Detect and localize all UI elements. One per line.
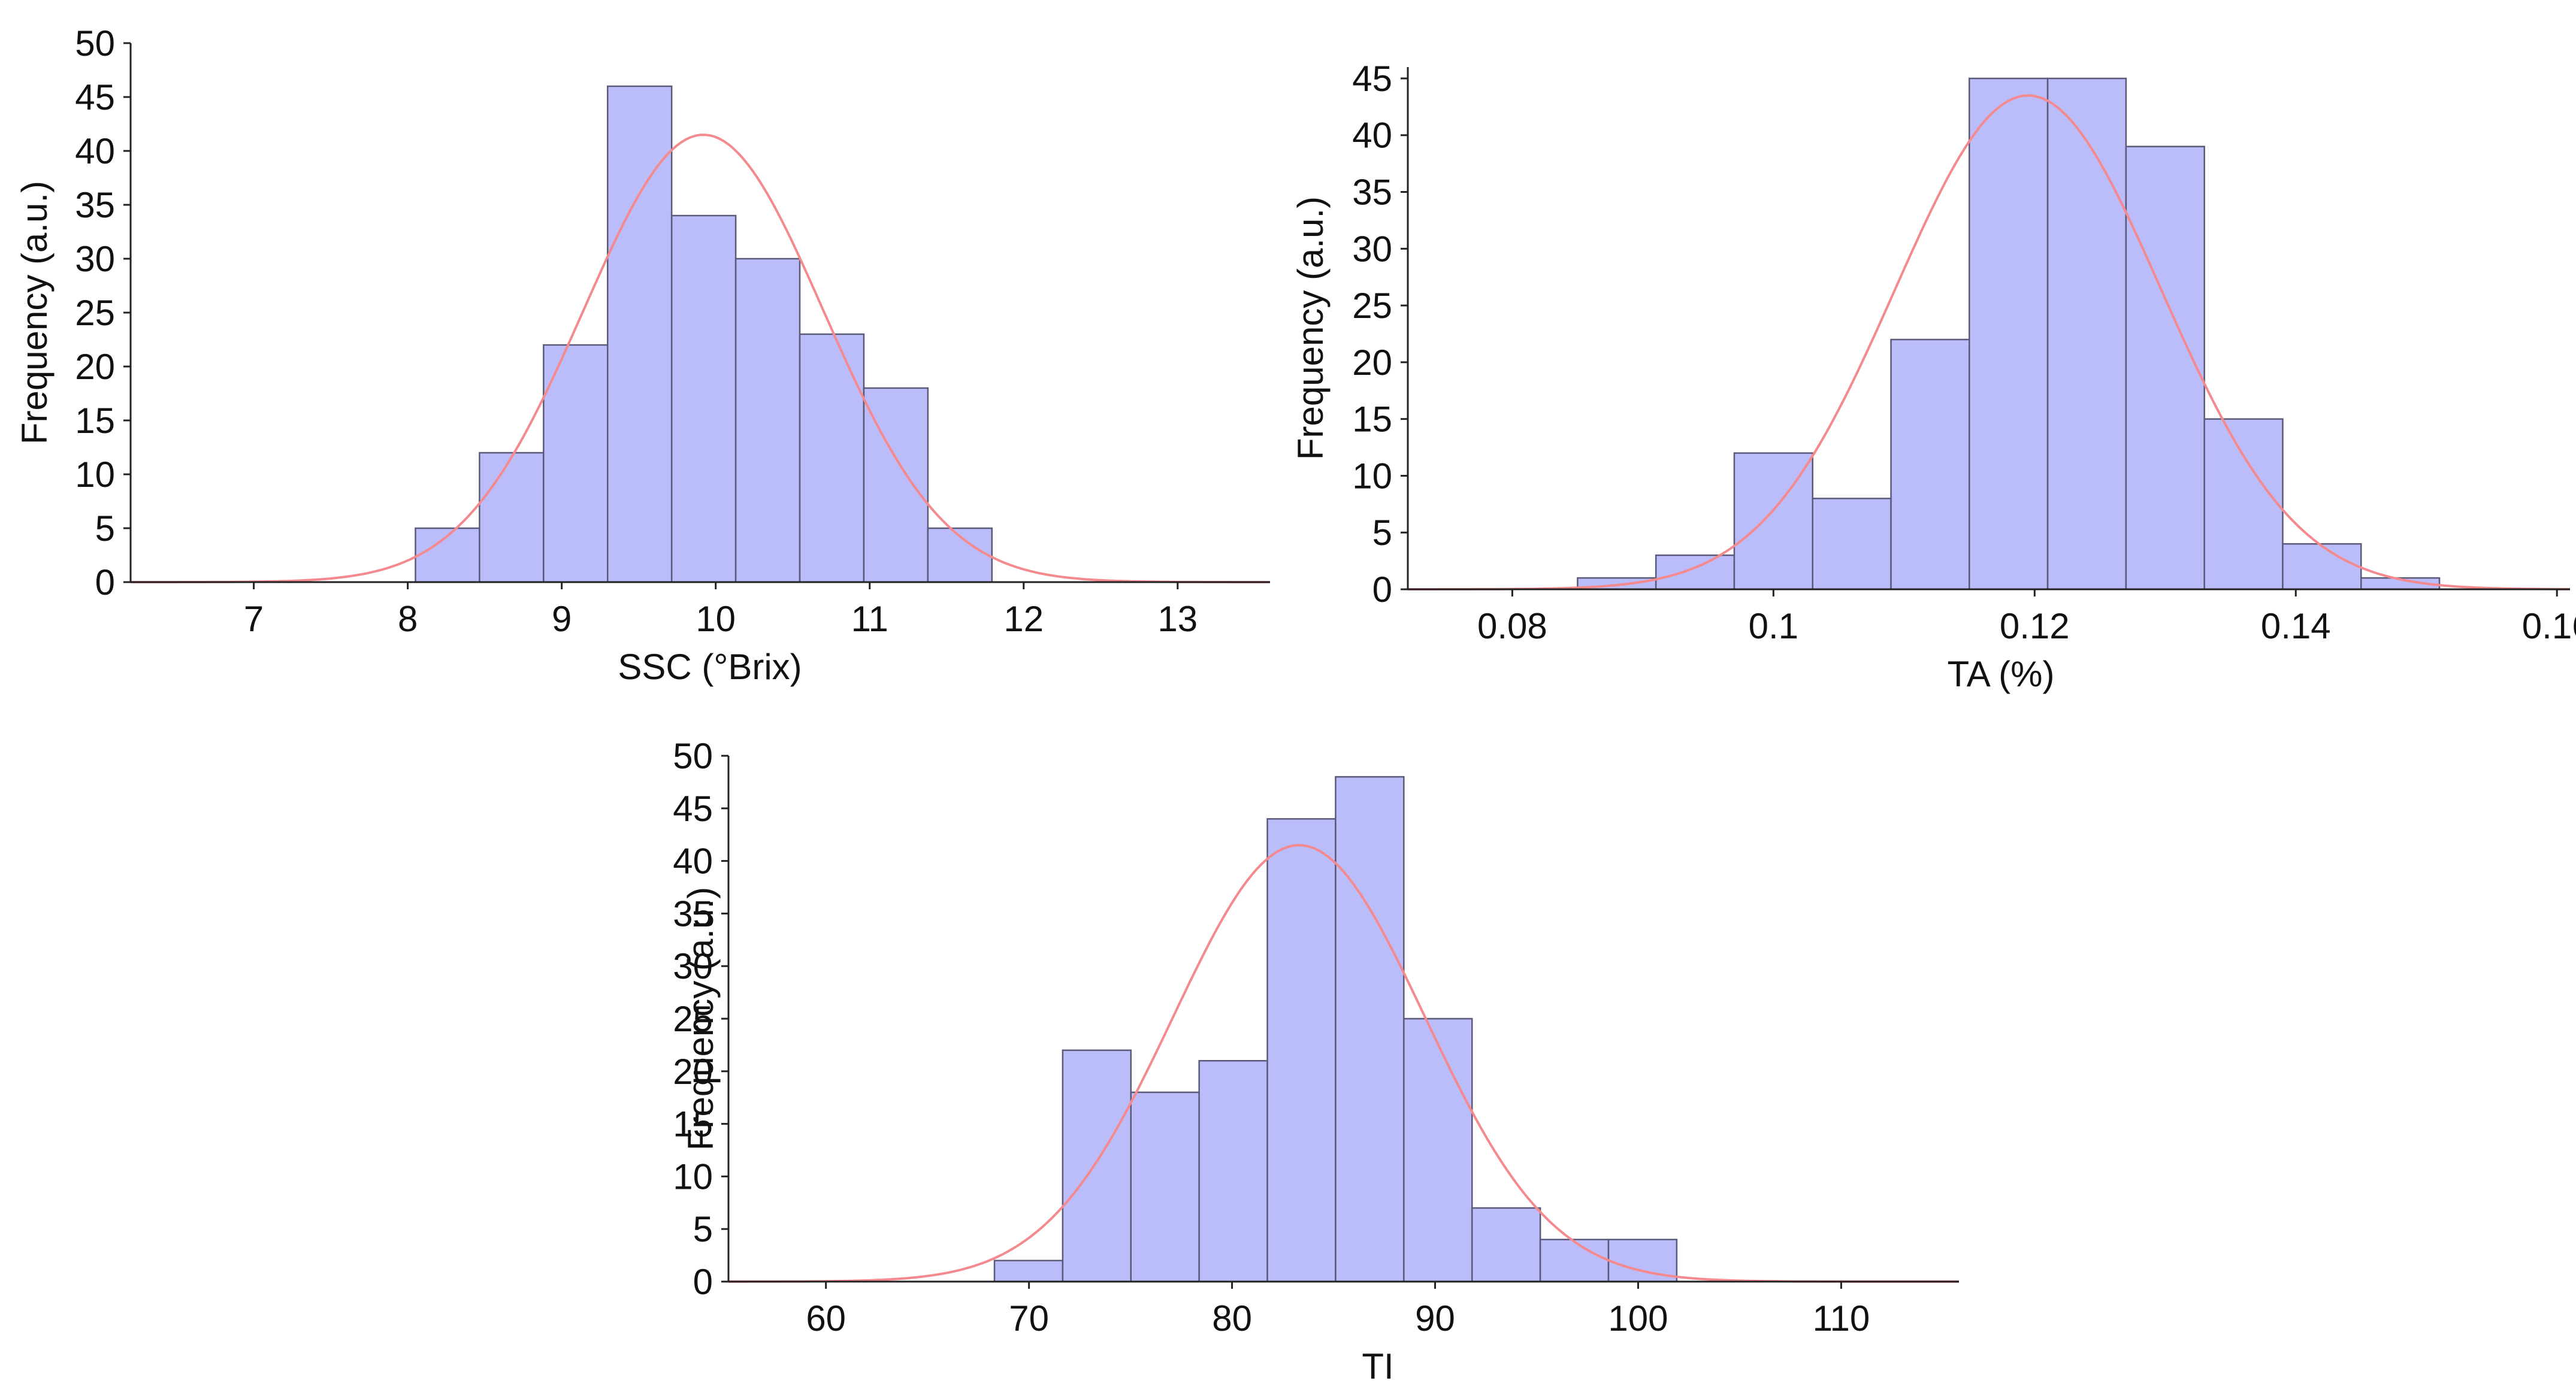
ti-histogram-plot: 0 5 10 15 20 25 30 35 40 45 50 60 70 80 90 100 110 TI Freq… xyxy=(673,736,1959,1386)
y-tick-label: 45 xyxy=(75,77,115,117)
y-tick-label: 30 xyxy=(75,239,115,279)
x-tick-label: 8 xyxy=(398,599,418,639)
y-tick-label: 10 xyxy=(1352,456,1392,496)
x-tick-label: 10 xyxy=(696,599,736,639)
y-axis-title: Frequency (a.u.) xyxy=(1290,196,1331,460)
x-tick-label: 70 xyxy=(1009,1298,1049,1338)
y-tick-label: 30 xyxy=(1352,229,1392,269)
histogram-bar xyxy=(1655,554,1736,590)
histogram-bar xyxy=(1198,1059,1268,1283)
x-tick-label: 11 xyxy=(851,599,888,639)
x-tick-label: 60 xyxy=(806,1298,846,1338)
histogram-bar xyxy=(1062,1049,1132,1283)
y-tick-label: 15 xyxy=(673,1104,713,1144)
y-tick-label: 25 xyxy=(673,999,713,1039)
x-tick-label: 90 xyxy=(1415,1298,1455,1338)
y-tick-label: 40 xyxy=(75,131,115,171)
y-tick-label: 25 xyxy=(75,293,115,333)
y-tick-label: 20 xyxy=(75,347,115,387)
y-tick-label: 25 xyxy=(1352,286,1392,326)
y-tick-label: 10 xyxy=(75,455,115,495)
histogram-bar xyxy=(1335,776,1405,1283)
normal-fit-curve xyxy=(131,134,1270,583)
y-tick-label: 35 xyxy=(673,894,713,934)
x-axis-title: SSC (°Brix) xyxy=(618,647,802,687)
x-tick-label: 7 xyxy=(244,599,264,639)
ta-histogram-plot: 0 5 10 15 20 25 30 35 40 45 0.08 0.1 0.12 0.14 0.16 TA … xyxy=(1290,59,2576,694)
y-tick-label: 15 xyxy=(1352,399,1392,440)
y-tick-label: 50 xyxy=(75,23,115,63)
histogram-bar xyxy=(2203,418,2284,590)
y-tick-label: 35 xyxy=(75,185,115,225)
histogram-bar xyxy=(1266,818,1337,1283)
normal-fit-curve xyxy=(1408,94,2570,590)
y-tick-label: 45 xyxy=(1352,59,1392,99)
histogram-bar xyxy=(1539,1238,1610,1283)
x-tick-label: 9 xyxy=(552,599,572,639)
histogram-bar xyxy=(2282,543,2362,590)
x-tick-label: 0.16 xyxy=(2522,606,2576,646)
y-tick-label: 45 xyxy=(673,789,713,829)
y-tick-label: 20 xyxy=(673,1052,713,1092)
y-tick-label: 40 xyxy=(1352,116,1392,156)
histogram-bar xyxy=(2125,146,2205,590)
x-tick-label: 0.1 xyxy=(1749,606,1798,646)
histogram-bar xyxy=(1471,1207,1541,1283)
histogram-bar xyxy=(1890,338,1970,590)
histogram-bar xyxy=(734,258,801,583)
ssc-histogram: 0 5 10 15 20 25 30 35 40 45 50 7 8 9 10 11 12 13 SSC (°Bri… xyxy=(0,0,1294,701)
ssc-histogram-plot: 0 5 10 15 20 25 30 35 40 45 50 7 8 9 10 11 12 13 SSC (°Bri… xyxy=(14,23,1270,687)
y-axis-title: Frequency (a.u.) xyxy=(14,181,55,444)
histogram-bar xyxy=(993,1259,1064,1283)
y-tick-label: 0 xyxy=(1372,570,1392,610)
histogram-bar xyxy=(479,452,545,583)
x-tick-label: 12 xyxy=(1003,599,1044,639)
y-axis-title: Frequency (a.u.) xyxy=(681,887,721,1150)
ta-histogram: 0 5 10 15 20 25 30 35 40 45 0.08 0.1 0.12 0.14 0.16 TA … xyxy=(1288,0,2576,701)
histogram-bar xyxy=(607,85,673,583)
histogram-bar xyxy=(2046,77,2127,590)
y-tick-label: 5 xyxy=(693,1209,713,1249)
histogram-bar xyxy=(927,527,993,583)
x-tick-label: 100 xyxy=(1608,1298,1668,1338)
histogram-bar xyxy=(670,214,737,583)
y-tick-label: 30 xyxy=(673,946,713,986)
histogram-bar xyxy=(799,333,865,583)
histogram-bar xyxy=(1130,1091,1200,1283)
y-tick-label: 15 xyxy=(75,401,115,441)
x-tick-label: 13 xyxy=(1157,599,1198,639)
y-tick-label: 5 xyxy=(1372,513,1392,553)
y-tick-label: 0 xyxy=(95,562,115,602)
histogram-bar xyxy=(1969,77,2049,590)
y-tick-label: 40 xyxy=(673,841,713,882)
y-tick-label: 0 xyxy=(693,1262,713,1302)
y-tick-label: 35 xyxy=(1352,172,1392,213)
y-tick-label: 5 xyxy=(95,508,115,549)
x-axis-title: TA (%) xyxy=(1948,654,2055,694)
y-tick-label: 10 xyxy=(673,1156,713,1197)
x-tick-label: 0.14 xyxy=(2261,606,2331,646)
x-axis-title: TI xyxy=(1362,1346,1393,1386)
x-tick-label: 0.12 xyxy=(2000,606,2070,646)
ti-histogram: 0 5 10 15 20 25 30 35 40 45 50 60 70 80 90 100 110 TI Freq… xyxy=(671,707,1977,1387)
x-tick-label: 80 xyxy=(1212,1298,1252,1338)
x-tick-label: 110 xyxy=(1813,1298,1870,1338)
histogram-bar xyxy=(1403,1017,1473,1283)
histogram-bar xyxy=(1812,498,1892,590)
x-tick-label: 0.08 xyxy=(1477,606,1547,646)
y-tick-label: 50 xyxy=(673,736,713,776)
y-tick-label: 20 xyxy=(1352,343,1392,383)
histogram-bar xyxy=(543,344,609,583)
